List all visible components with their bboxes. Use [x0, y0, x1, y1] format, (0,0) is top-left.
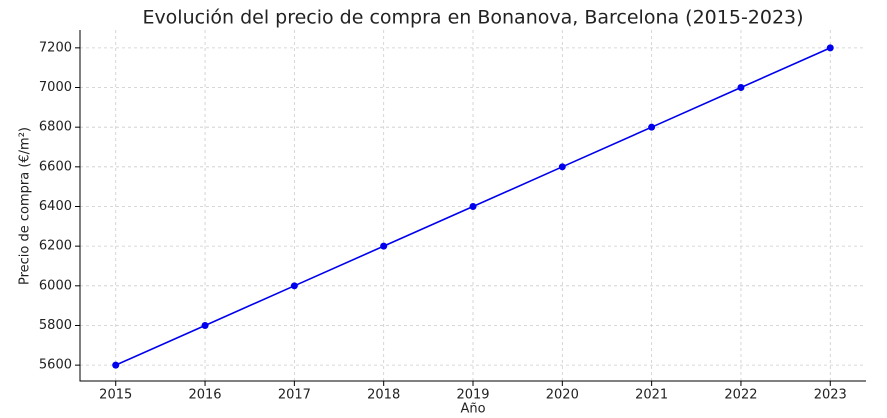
x-tick-label: 2022 — [724, 388, 757, 403]
x-tick-label: 2020 — [546, 388, 579, 403]
y-tick-label: 6600 — [39, 159, 72, 174]
y-tick-label: 6200 — [39, 239, 72, 254]
y-tick-label: 5800 — [39, 318, 72, 333]
axis-frame — [79, 30, 866, 382]
y-tick-label: 5600 — [39, 358, 72, 373]
point — [290, 282, 298, 290]
point — [380, 242, 388, 250]
y-tick-label: 6800 — [39, 120, 72, 135]
x-tick-label: 2019 — [456, 388, 489, 403]
x-axis-label: Año — [460, 402, 485, 417]
point — [201, 321, 209, 329]
x-tick-label: 2017 — [278, 388, 311, 403]
x-tick-label: 2023 — [814, 388, 847, 403]
x-tick-label: 2018 — [367, 388, 400, 403]
x-tick-label: 2021 — [635, 388, 668, 403]
y-tick-label: 6400 — [39, 199, 72, 214]
point — [558, 163, 566, 171]
point — [469, 202, 477, 210]
y-tick-label: 6000 — [39, 278, 72, 293]
point — [648, 123, 656, 131]
point — [112, 361, 120, 369]
x-tick-label: 2015 — [99, 388, 132, 403]
y-tick-label: 7000 — [39, 80, 72, 95]
point — [826, 44, 834, 52]
x-tick-label: 2016 — [188, 388, 221, 403]
point — [737, 84, 745, 92]
y-tick-label: 7200 — [39, 40, 72, 55]
y-axis-label: Precio de compra (€/m²) — [18, 127, 33, 285]
chart-title: Evolución del precio de compra en Bonano… — [142, 7, 803, 29]
